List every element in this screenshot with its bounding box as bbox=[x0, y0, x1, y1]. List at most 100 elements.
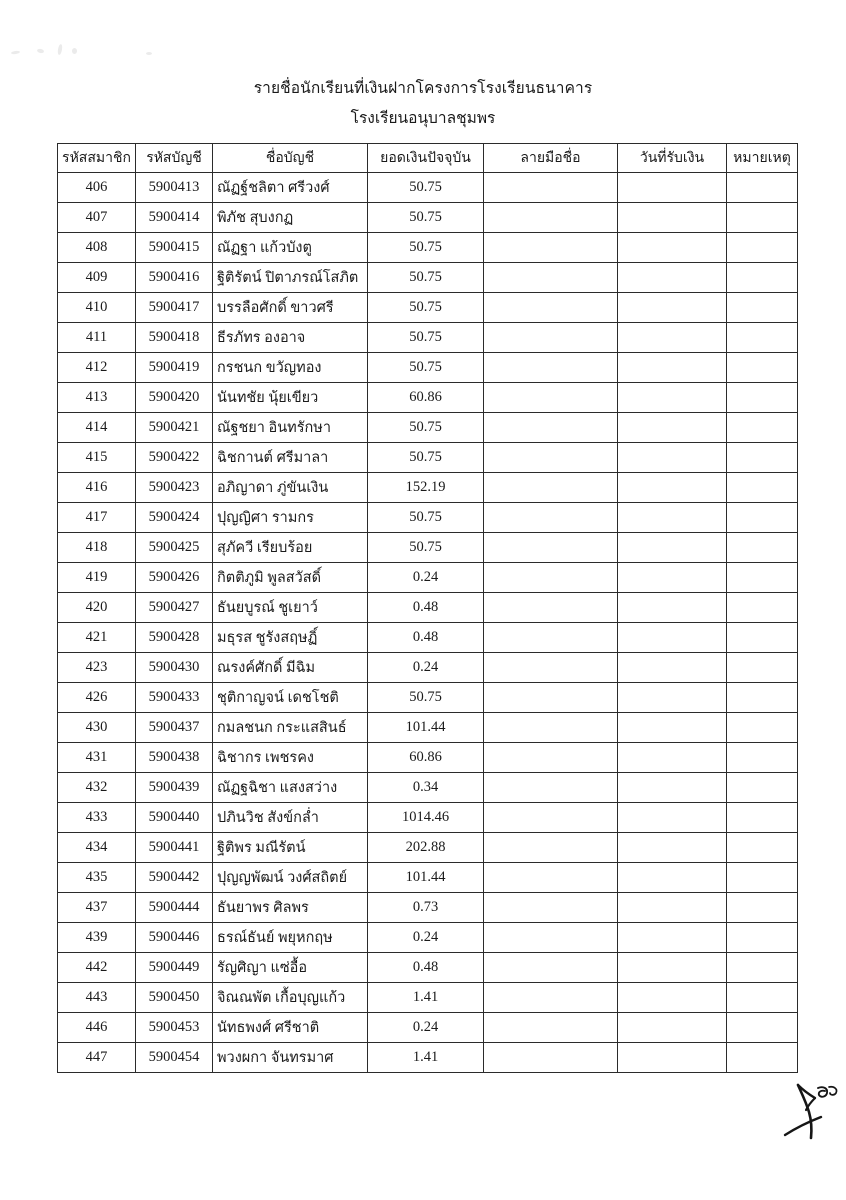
cell-account-name: ธันยาพร ศิลพร bbox=[212, 892, 368, 923]
table-row: 417 5900424 ปุญญิศา รามกร 50.75 bbox=[57, 502, 798, 533]
cell-member-id: 421 bbox=[57, 622, 136, 653]
cell-balance: 152.19 bbox=[367, 472, 484, 503]
cell-account-name: ฉิชกานต์ ศรีมาลา bbox=[212, 442, 368, 473]
cell-account-id: 5900437 bbox=[135, 712, 213, 743]
cell-signature bbox=[483, 412, 618, 443]
cell-remark bbox=[726, 982, 798, 1013]
cell-date-received bbox=[617, 652, 727, 683]
cell-signature bbox=[483, 742, 618, 773]
cell-date-received bbox=[617, 592, 727, 623]
cell-member-id: 418 bbox=[57, 532, 136, 563]
cell-member-id: 426 bbox=[57, 682, 136, 713]
cell-account-id: 5900450 bbox=[135, 982, 213, 1013]
cell-remark bbox=[726, 1042, 798, 1073]
table-row: 434 5900441 ฐิติพร มณีรัตน์ 202.88 bbox=[57, 832, 798, 863]
cell-account-id: 5900416 bbox=[135, 262, 213, 293]
cell-date-received bbox=[617, 532, 727, 563]
table-row: 420 5900427 ธันยบูรณ์ ชูเยาว์ 0.48 bbox=[57, 592, 798, 623]
cell-signature bbox=[483, 892, 618, 923]
table-row: 415 5900422 ฉิชกานต์ ศรีมาลา 50.75 bbox=[57, 442, 798, 473]
cell-account-id: 5900454 bbox=[135, 1042, 213, 1073]
table-header-row: รหัสสมาชิก รหัสบัญชี ชื่อบัญชี ยอดเงินปั… bbox=[57, 143, 798, 173]
cell-account-name: ฐิติรัตน์ ปิตาภรณ์โสภิต bbox=[212, 262, 368, 293]
cell-account-id: 5900414 bbox=[135, 202, 213, 233]
cell-balance: 50.75 bbox=[367, 442, 484, 473]
table-row: 421 5900428 มธุรส ชูรังสฤษฏิ์ 0.48 bbox=[57, 622, 798, 653]
cell-signature bbox=[483, 322, 618, 353]
cell-balance: 0.48 bbox=[367, 622, 484, 653]
cell-signature bbox=[483, 1042, 618, 1073]
cell-signature bbox=[483, 982, 618, 1013]
cell-date-received bbox=[617, 1012, 727, 1043]
cell-balance: 1.41 bbox=[367, 982, 484, 1013]
cell-remark bbox=[726, 712, 798, 743]
cell-date-received bbox=[617, 892, 727, 923]
cell-balance: 50.75 bbox=[367, 502, 484, 533]
scan-artifact bbox=[10, 50, 21, 55]
cell-member-id: 412 bbox=[57, 352, 136, 383]
cell-account-name: ปุญญพัฒน์ วงศ์สถิตย์ bbox=[212, 862, 368, 893]
cell-balance: 60.86 bbox=[367, 382, 484, 413]
cell-date-received bbox=[617, 172, 727, 203]
cell-member-id: 423 bbox=[57, 652, 136, 683]
cell-account-id: 5900441 bbox=[135, 832, 213, 863]
cell-member-id: 415 bbox=[57, 442, 136, 473]
table-row: 423 5900430 ณรงค์ศักดิ์ มีฉิม 0.24 bbox=[57, 652, 798, 683]
cell-member-id: 406 bbox=[57, 172, 136, 203]
cell-signature bbox=[483, 262, 618, 293]
cell-signature bbox=[483, 532, 618, 563]
cell-member-id: 439 bbox=[57, 922, 136, 953]
cell-remark bbox=[726, 172, 798, 203]
cell-account-name: กรชนก ขวัญทอง bbox=[212, 352, 368, 383]
cell-remark bbox=[726, 502, 798, 533]
cell-remark bbox=[726, 742, 798, 773]
cell-balance: 50.75 bbox=[367, 682, 484, 713]
cell-account-name: ปุญญิศา รามกร bbox=[212, 502, 368, 533]
cell-date-received bbox=[617, 202, 727, 233]
cell-date-received bbox=[617, 622, 727, 653]
table-row: 431 5900438 ฉิชากร เพชรคง 60.86 bbox=[57, 742, 798, 773]
cell-signature bbox=[483, 472, 618, 503]
cell-account-id: 5900433 bbox=[135, 682, 213, 713]
cell-balance: 0.24 bbox=[367, 652, 484, 683]
cell-date-received bbox=[617, 802, 727, 833]
cell-date-received bbox=[617, 472, 727, 503]
cell-remark bbox=[726, 322, 798, 353]
cell-signature bbox=[483, 862, 618, 893]
cell-balance: 50.75 bbox=[367, 322, 484, 353]
cell-account-id: 5900422 bbox=[135, 442, 213, 473]
table-row: 409 5900416 ฐิติรัตน์ ปิตาภรณ์โสภิต 50.75 bbox=[57, 262, 798, 293]
table-row: 443 5900450 จิณณพัต เกื้อบุญแก้ว 1.41 bbox=[57, 982, 798, 1013]
table-row: 411 5900418 ธีรภัทร องอาจ 50.75 bbox=[57, 322, 798, 353]
cell-account-id: 5900417 bbox=[135, 292, 213, 323]
cell-date-received bbox=[617, 412, 727, 443]
cell-remark bbox=[726, 832, 798, 863]
column-header-balance: ยอดเงินปัจจุบัน bbox=[367, 143, 484, 173]
table-row: 447 5900454 พวงผกา จันทรมาศ 1.41 bbox=[57, 1042, 798, 1073]
table-row: 414 5900421 ณัฐชยา อินทรักษา 50.75 bbox=[57, 412, 798, 443]
cell-balance: 50.75 bbox=[367, 232, 484, 263]
cell-signature bbox=[483, 622, 618, 653]
cell-member-id: 411 bbox=[57, 322, 136, 353]
cell-signature bbox=[483, 382, 618, 413]
cell-balance: 1014.46 bbox=[367, 802, 484, 833]
cell-remark bbox=[726, 352, 798, 383]
cell-account-name: ณัฏฐฉิชา แสงสว่าง bbox=[212, 772, 368, 803]
cell-account-id: 5900421 bbox=[135, 412, 213, 443]
cell-account-id: 5900413 bbox=[135, 172, 213, 203]
column-header-member-id: รหัสสมาชิก bbox=[57, 143, 136, 173]
cell-date-received bbox=[617, 952, 727, 983]
cell-date-received bbox=[617, 442, 727, 473]
cell-remark bbox=[726, 802, 798, 833]
cell-remark bbox=[726, 412, 798, 443]
table-row: 407 5900414 พิภัช สุบงกฏ 50.75 bbox=[57, 202, 798, 233]
cell-date-received bbox=[617, 232, 727, 263]
cell-remark bbox=[726, 892, 798, 923]
cell-date-received bbox=[617, 922, 727, 953]
cell-balance: 0.24 bbox=[367, 922, 484, 953]
cell-remark bbox=[726, 232, 798, 263]
cell-signature bbox=[483, 502, 618, 533]
cell-signature bbox=[483, 832, 618, 863]
cell-account-name: อภิญาดา ภู่ขันเงิน bbox=[212, 472, 368, 503]
table-body: 406 5900413 ณัฏฐ์ชลิตา ศรีวงศ์ 50.75 407 5900… bbox=[57, 172, 798, 1073]
